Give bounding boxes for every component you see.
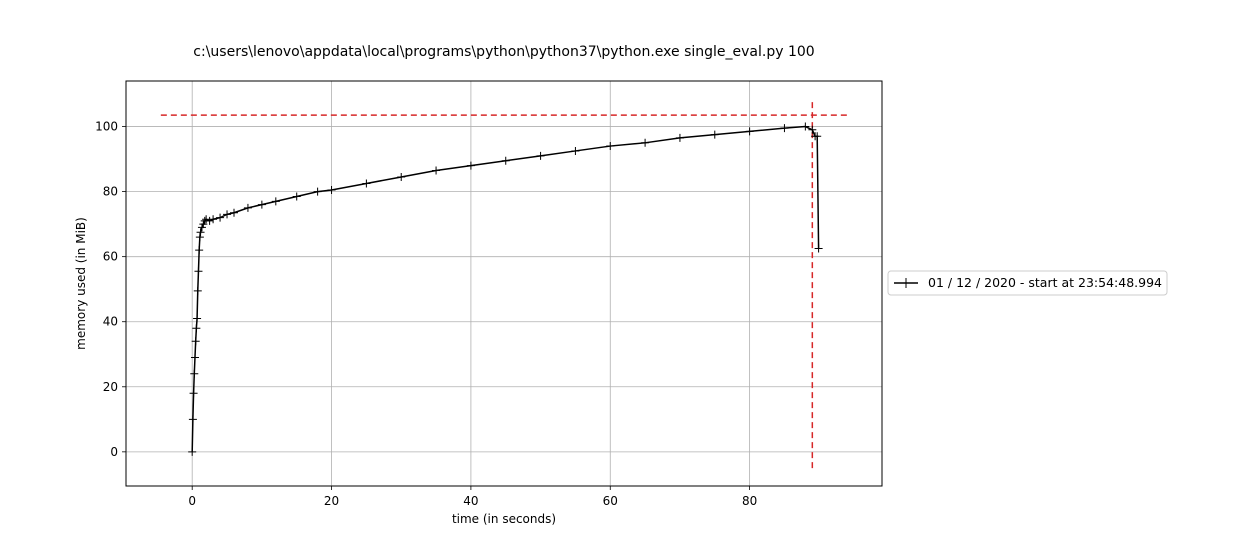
legend: 01 / 12 / 2020 - start at 23:54:48.994	[887, 270, 1168, 296]
y-tick-label: 80	[103, 185, 118, 199]
memory-data-point	[571, 146, 580, 155]
memory-data-point	[814, 244, 823, 253]
memory-data-point	[191, 337, 200, 346]
y-tick-label: 60	[103, 250, 118, 264]
memory-data-point	[808, 125, 817, 134]
axis-ticks: 0 20 40 60 80 0 20 40 60 80 100	[95, 120, 757, 508]
memory-data-point	[641, 138, 650, 147]
x-tick-label: 40	[463, 494, 478, 508]
memory-data-point	[813, 132, 822, 141]
legend-marker-swatch	[901, 278, 911, 288]
x-tick-label: 0	[188, 494, 196, 508]
memory-data-point	[216, 213, 225, 222]
memory-data-point	[501, 156, 510, 165]
memory-data-point	[188, 447, 197, 456]
memory-data-point	[780, 124, 789, 133]
gridlines	[126, 81, 882, 486]
memory-data-point	[194, 267, 203, 276]
memory-data-point	[745, 127, 754, 136]
memory-data-point	[710, 130, 719, 139]
memory-data-point	[190, 353, 199, 362]
memory-data-point	[195, 246, 204, 255]
y-axis-label: memory used (in MiB)	[74, 217, 88, 350]
memory-data-point	[536, 151, 545, 160]
memory-data-point	[257, 200, 266, 209]
axes-frame	[125, 80, 883, 487]
memory-data-point	[362, 179, 371, 188]
memory-data-point	[189, 389, 198, 398]
memory-data-point	[230, 208, 238, 217]
memory-data-point	[205, 216, 214, 225]
x-tick-label: 60	[603, 494, 618, 508]
memory-data-point	[190, 369, 199, 378]
memory-data-point	[193, 286, 202, 295]
memory-data-point	[197, 223, 206, 232]
y-tick-label: 100	[95, 120, 118, 134]
memory-data-point	[202, 215, 211, 224]
memory-data-point	[327, 185, 336, 194]
series-layer	[188, 122, 823, 456]
memory-data-point	[432, 166, 441, 175]
memory-data-point	[606, 142, 615, 151]
x-axis-label: time (in seconds)	[452, 512, 556, 526]
memory-data-point	[209, 215, 218, 224]
y-tick-label: 40	[103, 315, 118, 329]
memory-data-point	[223, 210, 232, 219]
memory-data-point	[675, 133, 684, 142]
memory-data-point	[199, 220, 208, 229]
memory-data-point	[243, 203, 252, 212]
memory-data-point	[397, 172, 406, 181]
legend-label: 01 / 12 / 2020 - start at 23:54:48.994	[928, 275, 1162, 290]
x-tick-label: 80	[742, 494, 757, 508]
memory-data-point	[271, 197, 280, 206]
legend-box	[887, 270, 1168, 296]
memory-data-point	[313, 187, 322, 196]
y-tick-label: 20	[103, 380, 118, 394]
memory-data-point	[195, 233, 204, 242]
chart-title: c:\users\lenovo\appdata\local\programs\p…	[193, 44, 814, 60]
memory-data-point	[196, 228, 205, 237]
memory-data-point	[801, 122, 810, 131]
memory-series-line	[191, 125, 820, 452]
memory-data-point	[292, 192, 301, 201]
memory-data-point	[466, 161, 475, 170]
memory-data-point	[192, 324, 201, 333]
memory-data-point	[188, 415, 197, 424]
threshold-lines	[160, 100, 851, 469]
x-tick-label: 20	[324, 494, 339, 508]
memory-data-point	[193, 314, 202, 323]
y-tick-label: 0	[110, 445, 118, 459]
